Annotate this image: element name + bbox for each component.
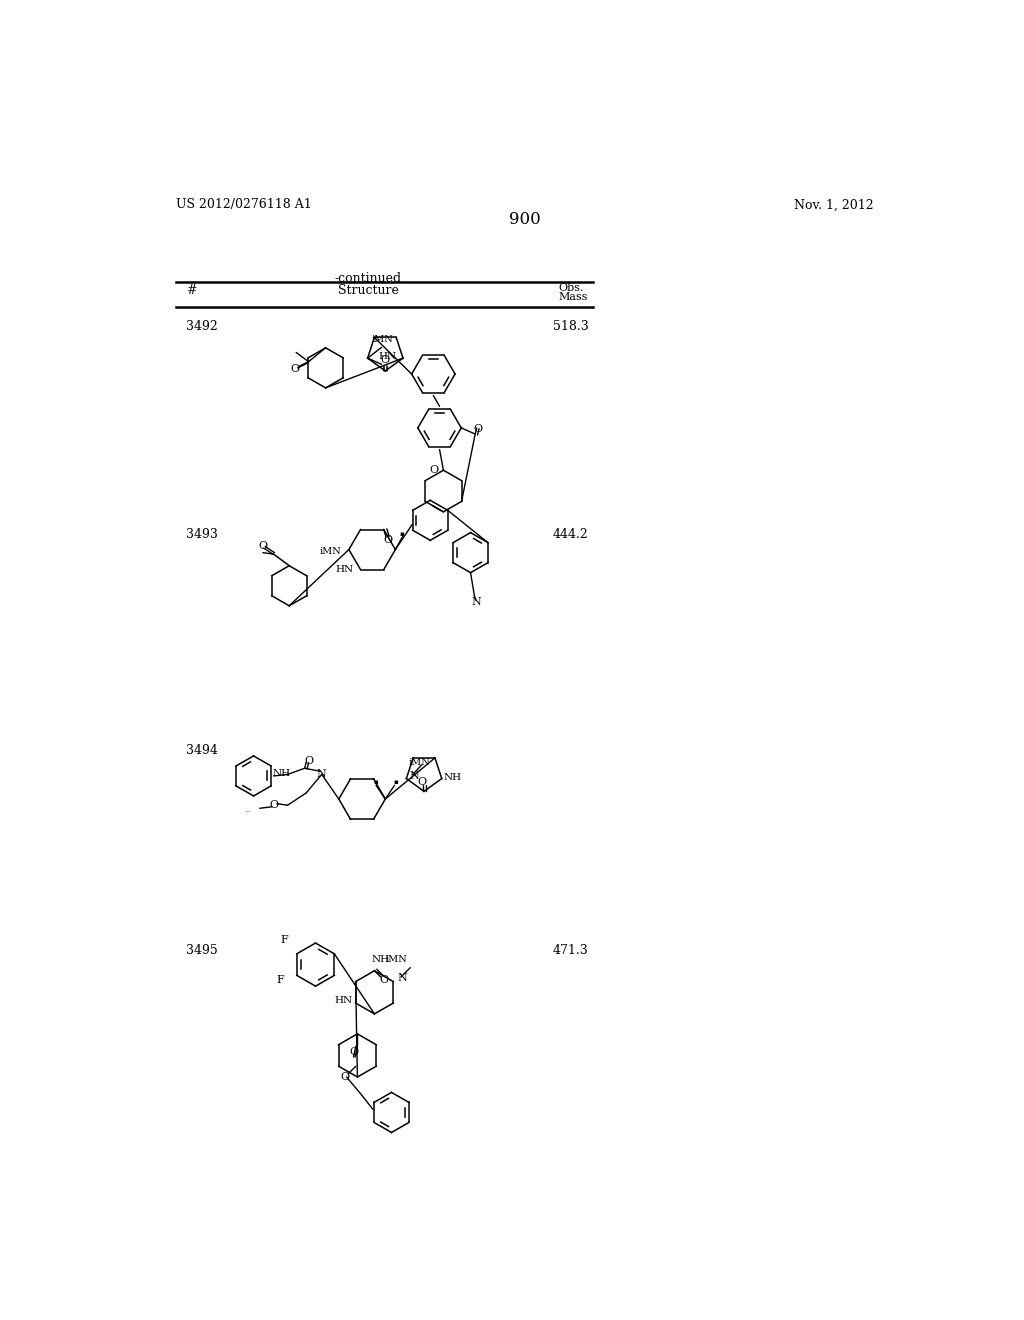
Text: HN: HN xyxy=(379,352,396,362)
Text: Nov. 1, 2012: Nov. 1, 2012 xyxy=(795,198,874,211)
Text: 900: 900 xyxy=(509,211,541,228)
Text: ▪: ▪ xyxy=(399,531,403,537)
Text: NH: NH xyxy=(443,772,462,781)
Text: 518.3: 518.3 xyxy=(553,321,589,333)
Text: ▪: ▪ xyxy=(373,779,378,784)
Text: 3493: 3493 xyxy=(186,528,218,541)
Text: 3494: 3494 xyxy=(186,743,218,756)
Text: O: O xyxy=(379,975,388,985)
Text: US 2012/0276118 A1: US 2012/0276118 A1 xyxy=(176,198,311,211)
Text: #: # xyxy=(186,284,197,297)
Text: O: O xyxy=(384,536,393,545)
Text: F: F xyxy=(276,975,285,985)
Text: -continued: -continued xyxy=(335,272,401,285)
Text: 3492: 3492 xyxy=(186,321,218,333)
Text: F: F xyxy=(281,935,289,945)
Text: NH: NH xyxy=(272,770,291,777)
Text: iMN: iMN xyxy=(319,546,341,556)
Text: N: N xyxy=(410,771,419,781)
Text: O: O xyxy=(429,465,438,475)
Text: Structure: Structure xyxy=(338,284,398,297)
Text: HN: HN xyxy=(334,995,352,1005)
Text: Mass: Mass xyxy=(558,293,588,302)
Text: N: N xyxy=(397,973,408,983)
Text: O: O xyxy=(340,1072,349,1082)
Text: iMN: iMN xyxy=(409,758,430,767)
Text: O: O xyxy=(290,364,299,375)
Text: O: O xyxy=(350,1047,358,1057)
Text: NH: NH xyxy=(372,956,390,965)
Text: N: N xyxy=(316,768,327,779)
Text: 444.2: 444.2 xyxy=(553,528,589,541)
Text: iMN: iMN xyxy=(372,334,393,343)
Text: 471.3: 471.3 xyxy=(553,944,589,957)
Text: O: O xyxy=(474,425,483,434)
Text: O: O xyxy=(381,355,390,366)
Text: O: O xyxy=(269,800,279,810)
Text: O: O xyxy=(417,777,426,787)
Text: HN: HN xyxy=(336,565,354,574)
Text: O: O xyxy=(305,755,314,766)
Text: iMN: iMN xyxy=(385,956,407,965)
Text: Obs.: Obs. xyxy=(558,284,584,293)
Text: ▪: ▪ xyxy=(393,779,397,784)
Text: N: N xyxy=(471,597,481,607)
Text: O: O xyxy=(258,541,267,552)
Text: 3495: 3495 xyxy=(186,944,218,957)
